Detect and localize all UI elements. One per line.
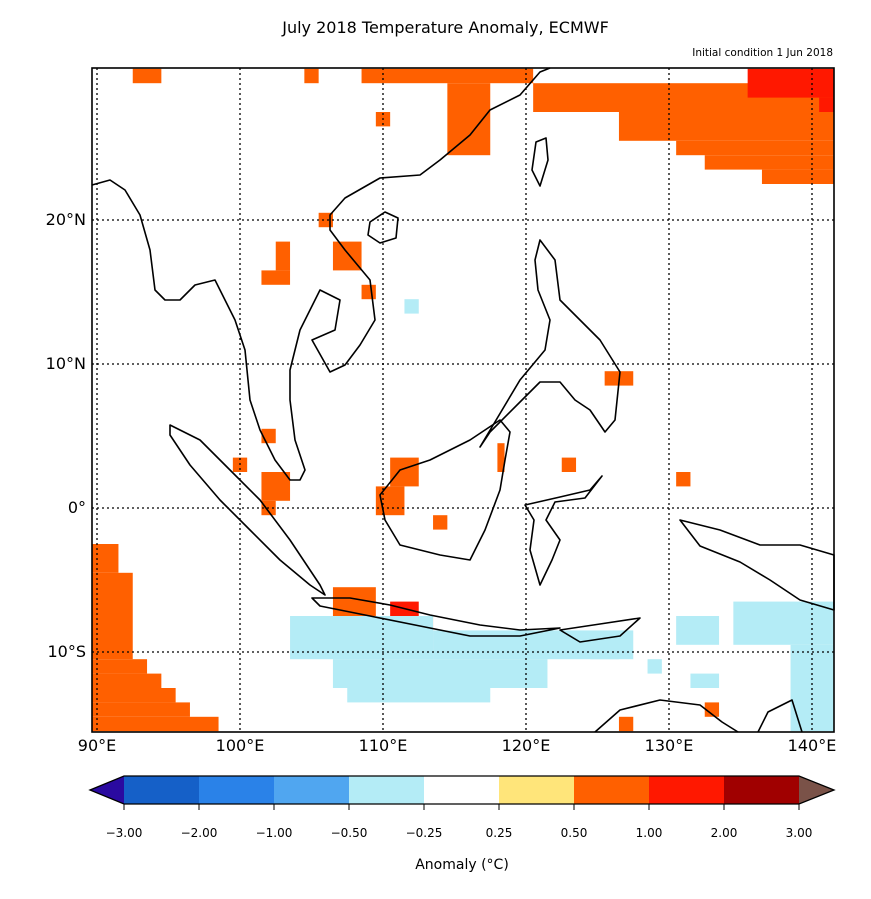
anomaly-cell [819,97,834,112]
colorbar-tick-label: −2.00 [180,826,218,840]
anomaly-cell [647,659,662,674]
anomaly-cell [92,572,133,660]
colorbar-over-arrow [799,776,834,804]
latitude-tick-label: 10°S [47,642,86,661]
coastline-philippines [479,239,621,448]
colorbar-bin [124,776,200,804]
anomaly-cell [676,472,691,487]
gridlines [92,68,834,732]
anomaly-cell [304,68,319,84]
longitude-tick-label: 90°E [77,736,117,755]
colorbar-bin [499,776,575,804]
anomaly-cell [733,601,834,645]
anomaly-cell [497,443,505,472]
colorbar-bin [724,776,800,804]
anomaly-cell [704,702,720,717]
anomaly-cell [92,659,148,674]
anomaly-cell [690,673,720,688]
colorbar-under-arrow [90,776,124,804]
colorbar-bin [274,776,350,804]
anomaly-cell [590,644,619,660]
coastline-borneo [379,419,511,561]
coastline-mainland [91,67,551,481]
anomaly-cell [92,716,219,732]
colorbar-tick-label: 2.00 [710,826,738,840]
coastline-sulawesi [524,475,603,586]
coastline-hainan [367,211,399,244]
latitude-tick-label: 10°N [45,354,86,373]
anomaly-cell [404,299,419,314]
anomaly-cell [92,673,162,688]
anomaly-cell [92,688,176,703]
anomaly-cell [332,659,548,688]
anomaly-cell [618,112,834,141]
colorbar-label: Anomaly (°C) [415,857,509,873]
colorbar-tick-label: −0.25 [405,826,443,840]
anomaly-cell [132,68,162,84]
colorbar-bin [649,776,725,804]
anomaly-cell [618,716,634,732]
longitude-tick-label: 120°E [501,736,551,755]
anomaly-cell [92,702,190,717]
anomaly-cell [275,241,291,271]
anomaly-cell [332,241,362,271]
colorbar-bin [349,776,425,804]
map-frame [91,67,835,733]
coastline-lesser-sunda [559,617,641,643]
colorbar-bin [574,776,650,804]
coastline-australia [594,699,803,733]
longitude-tick-label: 100°E [215,736,265,755]
anomaly-cell [561,457,577,472]
coastline-sumatra [169,424,326,596]
anomaly-cell [761,169,834,184]
latitude-tick-label: 0° [67,498,86,517]
anomaly-cell [704,155,834,170]
colorbar-tick-label: 1.00 [635,826,663,840]
map-title: July 2018 Temperature Anomaly, ECMWF [282,18,609,37]
longitude-tick-label: 130°E [644,736,694,755]
colorbar-bin [199,776,275,804]
colorbar-tick-label: −0.50 [330,826,368,840]
anomaly-cell [261,270,291,285]
coastlines [91,67,835,733]
map-subtitle: Initial condition 1 Jun 2018 [692,47,833,59]
latitude-tick-label: 20°N [45,210,86,229]
anomaly-cell [676,616,720,645]
longitude-tick-label: 140°E [787,736,837,755]
colorbar-tick-label: 0.50 [560,826,588,840]
anomaly-cell [261,472,291,501]
colorbar-tick-label: 3.00 [785,826,813,840]
longitude-tick-label: 110°E [358,736,408,755]
anomaly-cell [433,515,448,530]
colorbar-bin [424,776,500,804]
anomaly-cell [676,140,834,156]
colorbar-tick-label: −1.00 [255,826,293,840]
colorbar-tick-label: −3.00 [105,826,143,840]
coastline-java [311,597,561,637]
anomaly-cell [361,68,534,84]
anomaly-cell [390,457,419,487]
coastline-taiwan [531,137,549,187]
anomaly-cell [747,68,834,98]
colorbar-tick-label: 0.25 [485,826,513,840]
